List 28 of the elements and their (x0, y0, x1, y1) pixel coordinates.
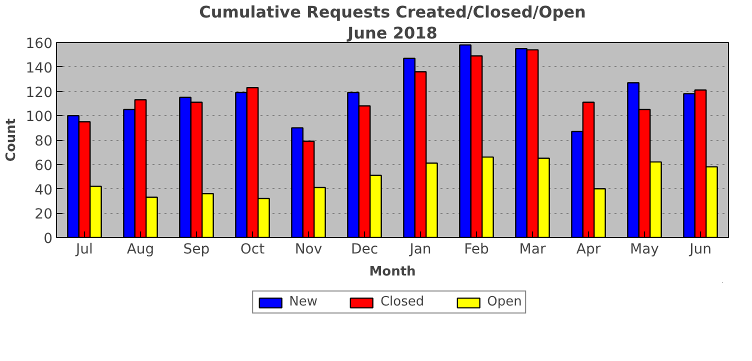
x-tick-label: Feb (464, 242, 490, 258)
y-axis-title: Count (4, 118, 19, 162)
x-tick-label: Oct (240, 242, 266, 258)
x-tick-label: Jul (75, 242, 93, 258)
x-tick-label: Apr (576, 242, 601, 258)
y-tick-label: 80 (34, 134, 53, 150)
x-tick-label: Nov (294, 242, 322, 258)
x-axis-title: Month (369, 264, 416, 280)
y-tick-label: 60 (34, 158, 53, 174)
y-tick-label: 120 (26, 84, 53, 101)
y-tick-label: 0 (44, 231, 53, 247)
chart-subtitle: June 2018 (346, 24, 438, 42)
x-tick-label: Jun (688, 242, 712, 258)
x-tick-label: Mar (519, 242, 546, 258)
x-tick-label: May (630, 242, 659, 258)
y-tick-label: 20 (34, 206, 53, 223)
x-tick-label: Jan (408, 242, 432, 258)
x-tick-label: Sep (183, 242, 210, 258)
y-tick-label: 140 (26, 60, 53, 76)
chart-title: Cumulative Requests Created/Closed/Open (199, 2, 586, 22)
legend-label: New (289, 294, 318, 310)
y-tick-label: 40 (34, 182, 53, 198)
x-tick-label: Dec (350, 242, 378, 258)
legend-label: Open (487, 294, 522, 310)
y-tick-label: 100 (26, 109, 53, 126)
y-tick-label: 160 (26, 36, 53, 52)
legend-label: Closed (380, 294, 424, 310)
x-tick-label: Aug (126, 242, 154, 258)
